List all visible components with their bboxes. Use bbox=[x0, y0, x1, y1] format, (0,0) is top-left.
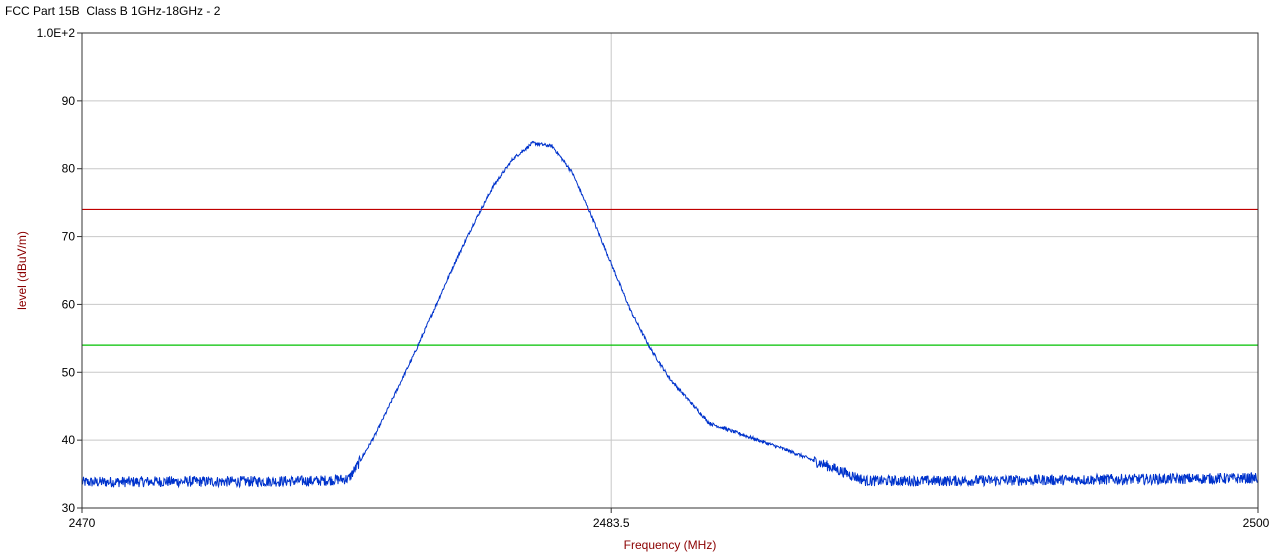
tick-layer: 30 40 50 60 70 80 90 1.0E+2 2470 2483.5 2500 bbox=[37, 26, 1270, 530]
y-tick-label: 70 bbox=[62, 230, 76, 244]
y-tick-label: 60 bbox=[62, 297, 76, 311]
y-tick-label: 90 bbox=[62, 94, 76, 108]
x-axis-title: Frequency (MHz) bbox=[624, 538, 717, 552]
series-line bbox=[81, 140, 1259, 489]
y-tick-label: 30 bbox=[62, 501, 76, 515]
y-axis-title: level (dBuV/m) bbox=[15, 231, 29, 310]
x-tick-label: 2470 bbox=[69, 516, 96, 530]
grid-layer bbox=[81, 32, 1259, 509]
plot-frame bbox=[81, 32, 1259, 509]
series-layer bbox=[81, 140, 1259, 489]
y-tick-label: 1.0E+2 bbox=[37, 26, 76, 40]
chart-title: FCC Part 15B Class B 1GHz-18GHz - 2 bbox=[5, 4, 221, 18]
x-tick-label: 2500 bbox=[1243, 516, 1270, 530]
y-tick-label: 80 bbox=[62, 162, 76, 176]
y-tick-label: 50 bbox=[62, 365, 76, 379]
limit-line-layer bbox=[82, 208, 1258, 346]
y-tick-label: 40 bbox=[62, 433, 76, 447]
x-tick-label: 2483.5 bbox=[593, 516, 630, 530]
